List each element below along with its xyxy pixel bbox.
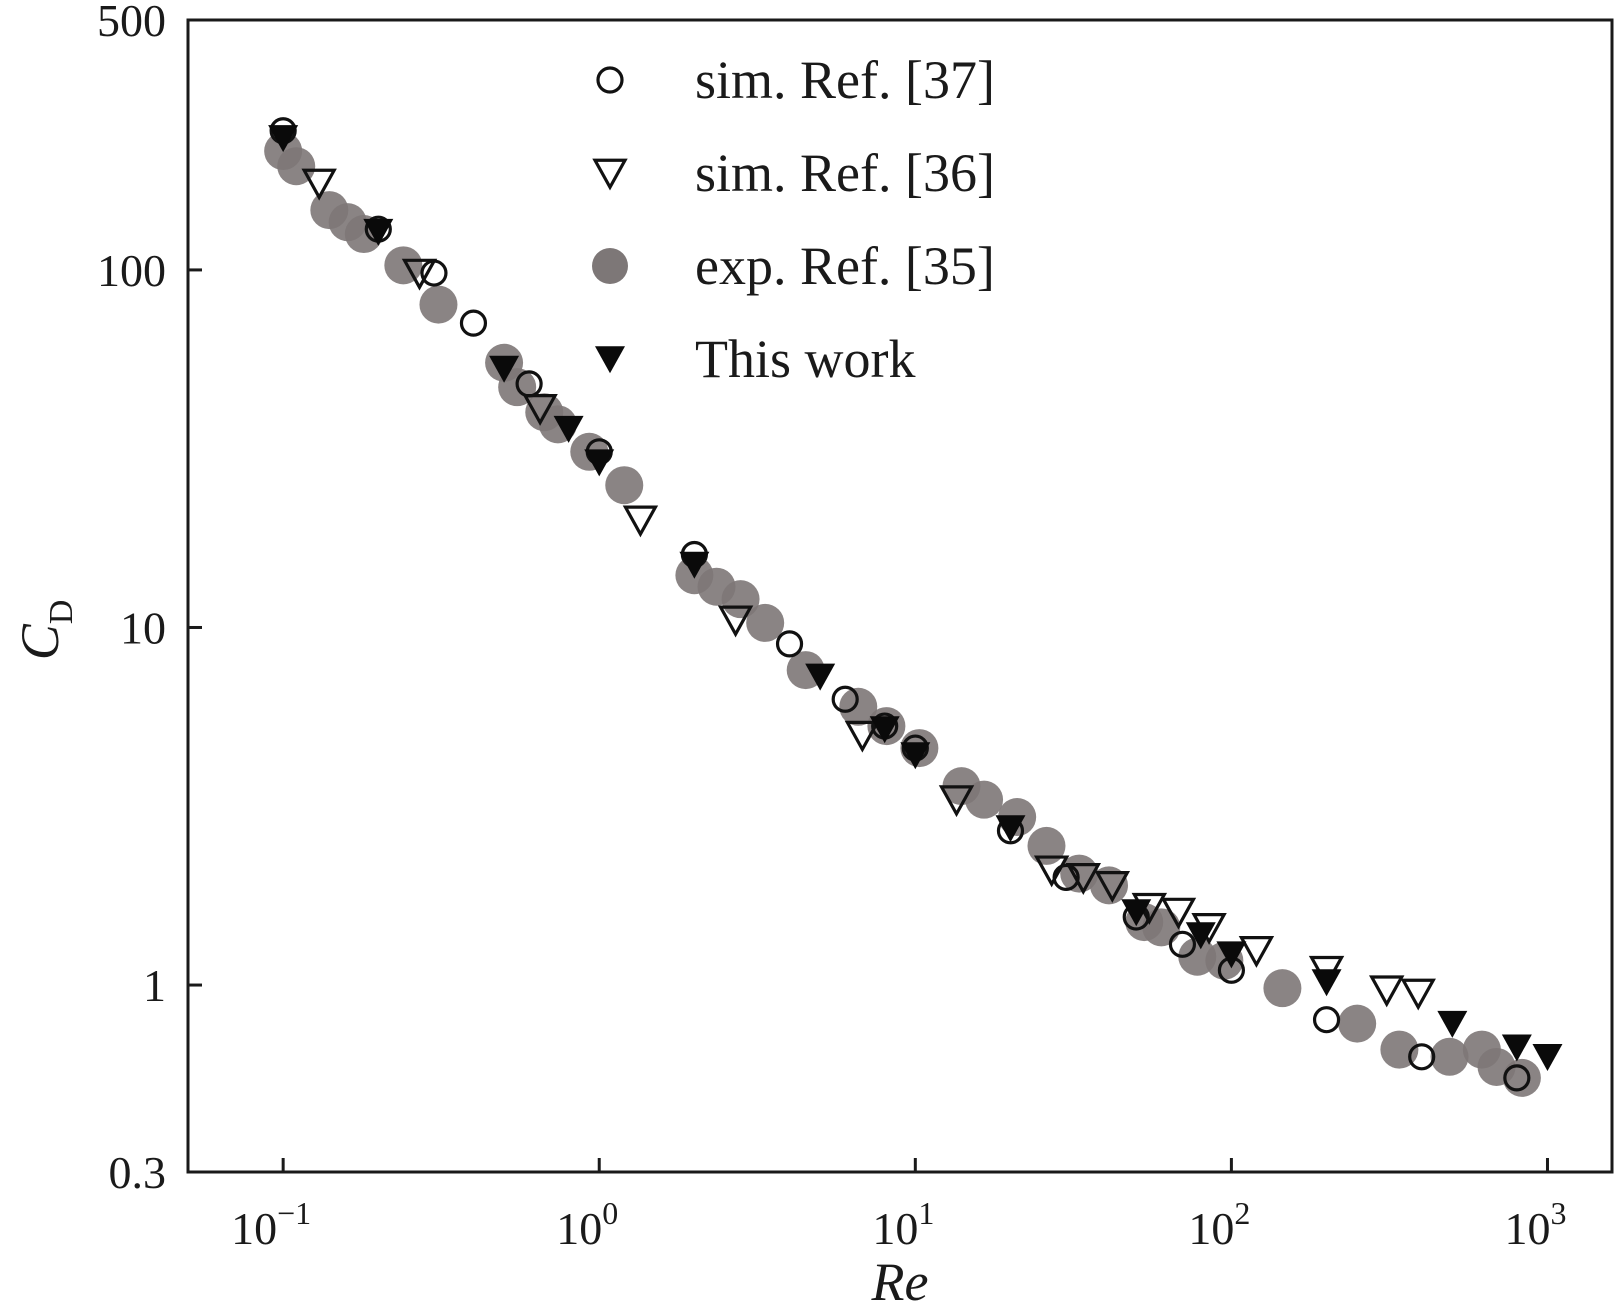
data-point [553,415,584,443]
x-tick-label: 102 [1188,1195,1250,1254]
data-point [938,785,975,818]
data-point [1185,922,1216,950]
data-point [515,370,543,398]
data-series [264,117,1563,1097]
data-point [1338,1004,1377,1043]
data-point [1312,1006,1341,1034]
data-point [584,449,615,477]
data-point [717,605,754,638]
data-point [1027,826,1066,865]
data-point [622,505,659,538]
data-point [522,394,558,426]
data-point [401,258,438,291]
x-tick-exponent: 0 [602,1195,618,1231]
data-point [1168,930,1197,958]
legend-label: This work [695,329,915,389]
x-tick-label: 103 [1504,1195,1566,1254]
data-point [831,685,859,713]
x-tick-exponent: 2 [1234,1195,1250,1231]
legend-marker [595,346,625,374]
data-point [1052,863,1080,892]
data-point [1532,1044,1563,1072]
x-tick-label: 10−1 [231,1195,311,1254]
data-point [805,663,836,691]
data-point [1033,855,1070,888]
data-point [1400,978,1436,1011]
legend-marker [592,158,628,191]
legend-marker [592,248,628,284]
x-tick-base: 10 [872,1203,918,1254]
y-axis: 0.3 1 10 100 500 [97,0,202,1198]
data-point [1263,969,1302,1008]
x-axis: 10−1 100 101 102 103 [231,1158,1566,1254]
data-point [419,285,458,324]
legend-item: exp. Ref. [35] [592,236,995,296]
data-point [605,466,644,505]
x-tick-exponent: −1 [277,1195,311,1231]
y-tick-label: 0.3 [109,1147,167,1198]
y-tick-label: 500 [97,0,166,46]
data-point [1502,1058,1541,1097]
data-point [1437,1010,1468,1038]
y-tick-label: 100 [97,245,166,296]
legend-label: sim. Ref. [37] [695,50,995,110]
data-point [869,716,900,744]
data-point [1160,897,1197,930]
data-point [1238,936,1275,968]
data-point [301,168,337,201]
data-point [1311,969,1342,997]
series-triangle-down-filled [268,125,1563,1072]
legend-item: sim. Ref. [37] [596,50,995,110]
x-tick-label: 101 [872,1195,934,1254]
data-point [1430,1037,1469,1076]
data-point [844,720,881,753]
legend-label: sim. Ref. [36] [695,143,995,203]
legend: sim. Ref. [37] sim. Ref. [36] exp. Ref. [3… [592,50,995,389]
x-tick-label: 100 [556,1195,618,1254]
x-tick-base: 10 [231,1203,277,1254]
x-tick-base: 10 [1188,1203,1234,1254]
data-point [1065,863,1102,895]
x-tick-base: 10 [556,1203,602,1254]
data-point [268,125,299,153]
legend-item: This work [595,329,915,389]
legend-marker [596,66,624,94]
data-point [965,780,1004,819]
y-axis-label: CD [10,600,80,661]
y-axis-label-main: C [10,623,70,660]
x-tick-exponent: 1 [918,1195,934,1231]
data-point [900,742,931,770]
data-point [839,687,878,726]
data-point [1368,975,1405,1008]
data-point [1216,941,1247,969]
data-point [363,218,394,246]
data-point [1501,1034,1532,1062]
data-point [746,603,785,642]
data-point [775,630,804,658]
data-point [679,551,710,579]
data-point [1408,1043,1436,1071]
y-tick-label: 1 [143,960,166,1011]
data-point [459,309,488,337]
y-tick-label: 10 [120,602,166,653]
y-axis-label-sub: D [43,600,80,625]
data-point [489,355,520,383]
legend-label: exp. Ref. [35] [695,236,995,296]
data-point [420,259,448,287]
x-tick-base: 10 [1504,1203,1550,1254]
legend-item: sim. Ref. [36] [592,143,995,203]
data-point [1094,871,1131,903]
data-point [1121,899,1152,927]
data-point [995,815,1026,843]
x-axis-label: Re [871,1252,929,1310]
plot-frame [186,18,1614,1174]
x-tick-exponent: 3 [1550,1195,1566,1231]
data-point [1503,1064,1531,1092]
